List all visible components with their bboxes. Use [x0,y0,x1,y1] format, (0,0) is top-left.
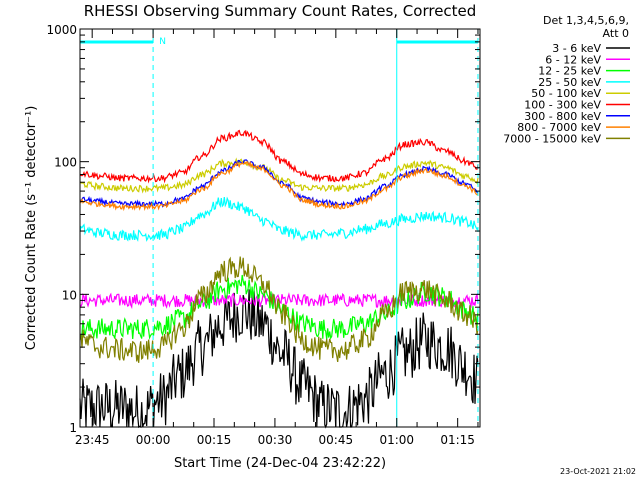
saa-marker: N [159,37,166,47]
legend-label-8: 7000 - 15000 keV [503,132,601,145]
legend-label-2: 12 - 25 keV [538,65,601,78]
x-tick-label-3: 00:30 [258,433,293,447]
legend-label-6: 300 - 800 keV [524,110,601,123]
x-tick-label-4: 00:45 [319,433,354,447]
legend-header-attenuator: Att 0 [603,27,629,40]
x-tick-label-2: 00:15 [197,433,232,447]
series-line-0 [79,289,479,429]
legend-label-3: 25 - 50 keV [538,76,601,89]
x-axis-label: Start Time (24-Dec-04 23:42:22) [174,456,386,471]
axes: 1 10 100 1000 23:45 00:00 00:15 00:30 00:45 01:00… [46,23,481,447]
y-tick-label-2: 100 [54,156,77,170]
chart-title: RHESSI Observing Summary Count Rates, Co… [84,2,477,20]
legend-header-detectors: Det 1,3,4,5,6,9, [543,14,629,27]
x-tick-label-6: 01:15 [440,433,475,447]
y-tick-label-1: 10 [62,288,77,302]
footer-timestamp: 23-Oct-2021 21:02 [560,467,636,476]
y-tick-label-0: 1 [69,421,77,435]
series-line-3 [79,196,479,242]
series-line-7 [79,160,479,212]
legend-label-1: 6 - 12 keV [545,53,601,66]
x-tick-label-0: 23:45 [75,433,110,447]
plot-frame [79,28,481,428]
series-line-2 [79,274,479,341]
series-line-4 [79,157,479,194]
legend-label-0: 3 - 6 keV [552,42,601,55]
series-line-8 [79,256,479,363]
x-tick-label-1: 00:00 [136,433,171,447]
legend-label-4: 50 - 100 keV [531,87,601,100]
observing-annotations: N [79,29,479,427]
y-tick-label-3: 1000 [46,23,77,37]
legend-label-7: 800 - 7000 keV [517,121,601,134]
plot-area [79,129,479,429]
legend-label-5: 100 - 300 keV [524,99,601,112]
series-line-5 [79,129,479,184]
y-axis-label: Corrected Count Rate (s⁻¹ detector⁻¹) [24,106,39,351]
x-tick-label-5: 01:00 [379,433,414,447]
